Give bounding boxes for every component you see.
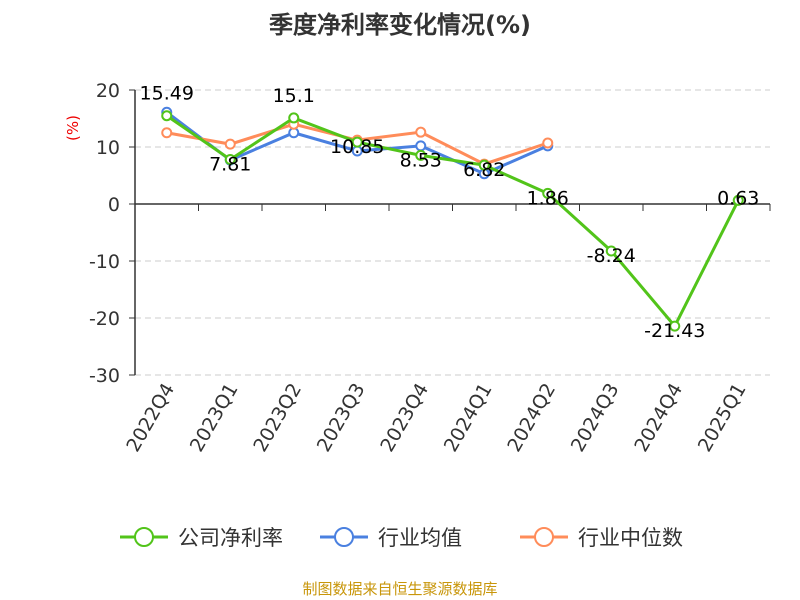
data-point xyxy=(542,137,554,149)
y-tick-label: -10 xyxy=(89,251,120,273)
data-point xyxy=(161,110,173,122)
legend-marker xyxy=(534,527,554,547)
data-point xyxy=(224,138,236,150)
data-label: -8.24 xyxy=(587,245,636,267)
y-tick-label: 0 xyxy=(108,194,120,216)
data-point xyxy=(478,159,490,171)
source-note: 制图数据来自恒生聚源数据库 xyxy=(302,580,497,598)
y-tick-label: 10 xyxy=(96,137,120,159)
x-tick-label: 2024Q2 xyxy=(503,380,560,456)
legend-label: 行业均值 xyxy=(378,526,462,550)
data-label: 0.63 xyxy=(717,187,759,209)
data-point xyxy=(351,136,363,148)
data-point xyxy=(732,194,744,206)
x-tick-label: 2024Q3 xyxy=(567,380,624,456)
legend-label: 行业中位数 xyxy=(578,526,683,550)
data-label: 7.81 xyxy=(209,153,251,175)
x-tick-label: 2024Q1 xyxy=(440,380,497,456)
y-tick-label: -20 xyxy=(89,308,120,330)
x-tick-label: 2024Q4 xyxy=(630,380,687,456)
data-label: -21.43 xyxy=(644,320,705,342)
data-point xyxy=(161,127,173,139)
data-label: 1.86 xyxy=(527,187,569,209)
data-point xyxy=(415,149,427,161)
legend-marker xyxy=(334,527,354,547)
x-tick-label: 2023Q4 xyxy=(376,380,433,456)
data-point xyxy=(605,245,617,257)
x-tick-label: 2023Q1 xyxy=(186,380,243,456)
data-point xyxy=(669,320,681,332)
x-tick-label: 2023Q3 xyxy=(313,380,370,456)
x-tick-label: 2022Q4 xyxy=(122,380,179,456)
data-label: 10.85 xyxy=(330,136,384,158)
data-label: 8.53 xyxy=(400,149,442,171)
data-point xyxy=(415,126,427,138)
y-tick-label: -30 xyxy=(89,365,120,387)
series-line-0 xyxy=(165,114,740,329)
data-label: 15.1 xyxy=(273,85,315,107)
legend-label: 公司净利率 xyxy=(178,526,283,550)
data-label: 15.49 xyxy=(140,83,194,105)
x-tick-label: 2025Q1 xyxy=(694,380,751,456)
chart-title: 季度净利率变化情况(%) xyxy=(269,11,531,39)
x-tick-label: 2023Q2 xyxy=(249,380,306,456)
y-tick-label: 20 xyxy=(96,80,120,102)
y-axis-label: (%) xyxy=(64,115,82,141)
data-point xyxy=(224,153,236,165)
data-point xyxy=(288,112,300,124)
data-label: 6.82 xyxy=(463,159,505,181)
legend-marker xyxy=(134,527,154,547)
data-point xyxy=(542,187,554,199)
